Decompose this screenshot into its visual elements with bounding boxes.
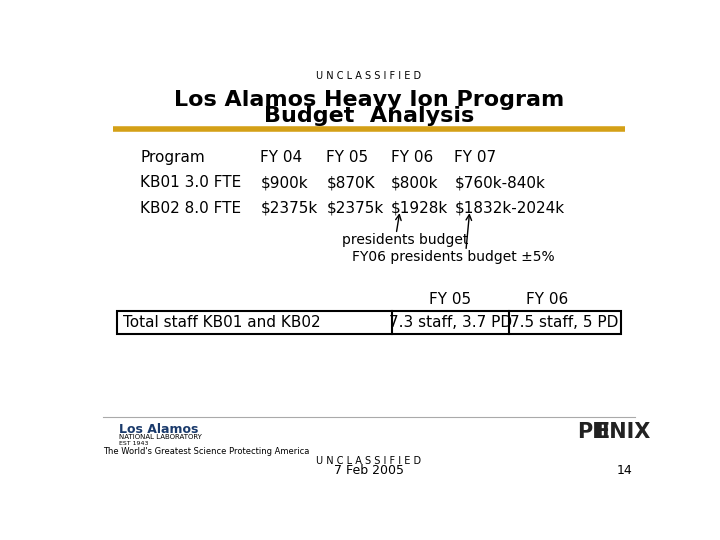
Text: Budget  Analysis: Budget Analysis [264,106,474,126]
Text: FY06 presidents budget ±5%: FY06 presidents budget ±5% [352,251,554,264]
Text: $760k-840k: $760k-840k [454,175,545,190]
Text: 7.5 staff, 5 PD: 7.5 staff, 5 PD [510,315,619,330]
Text: presidents budget: presidents budget [342,233,468,247]
Text: FY 04: FY 04 [261,150,302,165]
Text: KB02 8.0 FTE: KB02 8.0 FTE [140,200,241,215]
Text: FY 06: FY 06 [391,150,433,165]
Text: Total staff KB01 and KB02: Total staff KB01 and KB02 [123,315,321,330]
Text: FY 06: FY 06 [526,292,568,307]
Text: FY 07: FY 07 [454,150,496,165]
Text: 7 Feb 2005: 7 Feb 2005 [334,464,404,477]
Text: Los Alamos: Los Alamos [120,422,199,436]
Text: $870K: $870K [326,175,375,190]
Text: U N C L A S S I F I E D: U N C L A S S I F I E D [316,456,422,465]
Text: 14: 14 [617,464,632,477]
Text: U N C L A S S I F I E D: U N C L A S S I F I E D [316,71,422,80]
Bar [117,311,621,334]
Text: PH: PH [577,422,609,442]
Text: $1832k-2024k: $1832k-2024k [454,200,564,215]
Text: $900k: $900k [261,175,308,190]
Text: 7.3 staff, 3.7 PD: 7.3 staff, 3.7 PD [389,315,512,330]
Text: KB01 3.0 FTE: KB01 3.0 FTE [140,175,242,190]
Text: FY 05: FY 05 [326,150,369,165]
Text: $2375k: $2375k [326,200,384,215]
Text: EST 1943: EST 1943 [120,441,149,446]
Text: NATIONAL LABORATORY: NATIONAL LABORATORY [120,434,202,440]
Text: $800k: $800k [391,175,438,190]
Text: Program: Program [140,150,205,165]
Text: $2375k: $2375k [261,200,318,215]
Text: $1928k: $1928k [391,200,448,215]
Text: FY 05: FY 05 [429,292,472,307]
Text: ENIX: ENIX [595,422,651,442]
Text: Los Alamos Heavy Ion Program: Los Alamos Heavy Ion Program [174,90,564,110]
Text: The World's Greatest Science Protecting America: The World's Greatest Science Protecting … [103,447,310,456]
